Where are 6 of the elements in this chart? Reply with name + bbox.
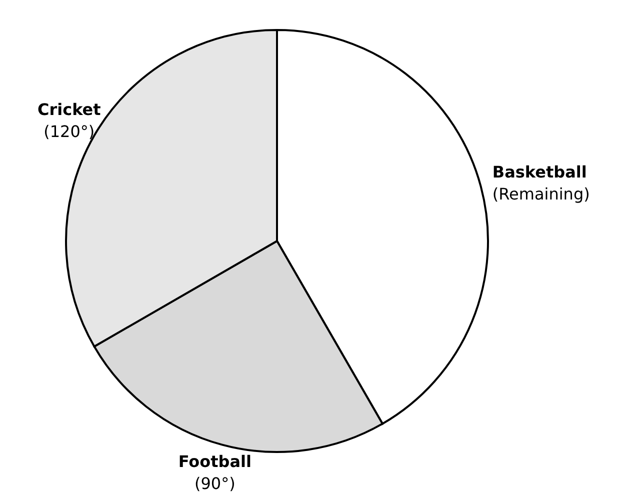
slice-label: Cricket xyxy=(38,100,102,119)
data-label: (120°) xyxy=(44,122,95,141)
data-label: (Remaining) xyxy=(492,184,590,204)
slice-label: Basketball xyxy=(492,162,587,182)
slice-label: Football xyxy=(178,452,252,471)
data-label: (90°) xyxy=(194,474,236,493)
